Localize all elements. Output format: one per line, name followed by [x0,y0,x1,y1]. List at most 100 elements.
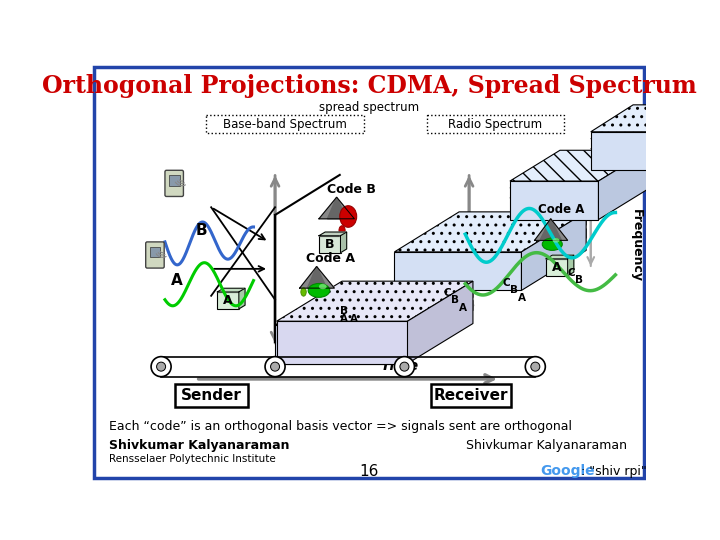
Polygon shape [521,229,586,278]
Polygon shape [660,122,703,158]
Bar [275,325,405,363]
Text: A: A [341,314,348,324]
Bar [510,181,598,220]
Bar [395,259,521,265]
Text: B: B [325,238,335,251]
Polygon shape [590,105,703,132]
Bar [510,188,598,194]
Bar [546,259,567,276]
Ellipse shape [301,288,306,296]
Text: Each “code” is an orthogonal basis vector => signals sent are orthogonal: Each “code” is an orthogonal basis vecto… [109,420,572,433]
Polygon shape [405,292,469,338]
Circle shape [526,356,545,377]
Text: A: A [223,294,233,307]
Polygon shape [590,112,703,139]
Polygon shape [598,150,649,220]
FancyBboxPatch shape [427,115,564,133]
Polygon shape [275,285,469,325]
Polygon shape [510,157,649,188]
Polygon shape [395,229,586,269]
Polygon shape [660,105,703,170]
FancyBboxPatch shape [165,170,184,197]
Bar [217,292,239,309]
Bar [395,252,521,291]
Ellipse shape [553,238,559,242]
Bar [590,132,660,170]
Text: A: A [350,314,358,324]
Polygon shape [408,281,473,363]
Text: C: C [444,288,451,298]
Text: Code B: Code B [327,183,376,196]
Text: A: A [459,303,467,313]
Bar [276,340,408,350]
Polygon shape [276,300,473,340]
Text: Receiver: Receiver [433,388,508,403]
Polygon shape [408,289,473,338]
Bar [590,148,660,158]
Polygon shape [239,288,245,309]
Polygon shape [275,302,469,342]
Polygon shape [328,197,346,219]
Polygon shape [521,212,586,291]
Circle shape [395,356,415,377]
Bar [276,321,408,363]
FancyBboxPatch shape [94,67,644,478]
Polygon shape [307,267,327,288]
Polygon shape [319,232,346,236]
Bar [510,198,598,207]
FancyBboxPatch shape [145,242,164,268]
Text: B: B [510,286,518,295]
Text: C: C [567,268,575,278]
FancyBboxPatch shape [175,384,248,408]
Text: C: C [503,278,510,288]
Polygon shape [405,302,469,351]
Circle shape [271,362,279,371]
Polygon shape [300,267,334,288]
Bar [590,139,660,145]
Text: Sender: Sender [181,388,242,403]
Ellipse shape [542,238,562,251]
Text: Shivkumar Kalyanaraman: Shivkumar Kalyanaraman [466,438,627,451]
Polygon shape [341,232,346,253]
Circle shape [156,362,166,371]
Bar [276,330,408,338]
Text: 16: 16 [359,464,379,479]
FancyBboxPatch shape [431,384,511,408]
Text: B: B [196,223,208,238]
Text: Base-band Spectrum: Base-band Spectrum [222,118,346,131]
Polygon shape [276,281,473,321]
Text: Orthogonal Projections: CDMA, Spread Spectrum: Orthogonal Projections: CDMA, Spread Spe… [42,75,696,98]
Polygon shape [590,122,703,148]
Text: A: A [552,261,562,274]
Text: B: B [451,295,459,306]
Text: Shivkumar Kalyanaraman: Shivkumar Kalyanaraman [109,438,289,451]
Polygon shape [408,300,473,350]
Polygon shape [598,157,649,194]
Text: spread spectrum: spread spectrum [319,100,419,113]
Text: : "shiv rpi": : "shiv rpi" [581,465,647,478]
Bar [150,247,161,257]
Polygon shape [598,167,649,207]
Ellipse shape [319,284,327,289]
Polygon shape [395,219,586,259]
Ellipse shape [340,206,356,227]
Bar [168,175,179,186]
Text: Radio Spectrum: Radio Spectrum [449,118,542,131]
Polygon shape [276,289,473,330]
Polygon shape [567,255,574,276]
Text: A: A [171,273,182,288]
Circle shape [531,362,540,371]
Text: Frequency: Frequency [630,209,643,282]
Polygon shape [510,167,649,198]
Bar [275,332,405,338]
Text: Rensselaer Polytechnic Institute: Rensselaer Polytechnic Institute [109,454,276,464]
Bar [319,236,341,253]
Text: Google: Google [540,464,595,478]
Circle shape [265,356,285,377]
Text: Time: Time [381,359,419,373]
Polygon shape [275,292,469,332]
Ellipse shape [308,284,330,298]
Bar [275,342,405,351]
Bar [395,269,521,278]
Text: B: B [575,275,583,286]
